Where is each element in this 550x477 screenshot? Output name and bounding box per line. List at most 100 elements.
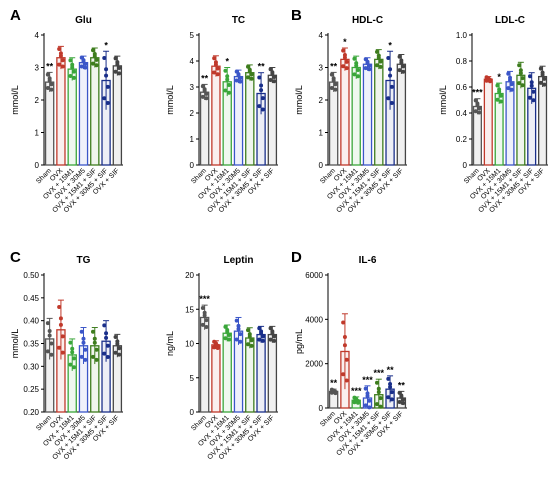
y-tick-label: 4 xyxy=(190,57,195,66)
data-point xyxy=(104,73,109,78)
data-point xyxy=(200,305,205,310)
y-tick-label: 0 xyxy=(319,404,324,413)
data-point xyxy=(204,324,209,329)
data-point xyxy=(234,78,239,83)
data-point xyxy=(497,89,502,94)
data-point xyxy=(105,84,110,89)
data-point xyxy=(249,76,254,81)
significance-label: ** xyxy=(330,378,338,388)
data-point xyxy=(212,70,217,75)
data-point xyxy=(356,400,361,405)
data-point xyxy=(238,339,243,344)
bar-1 xyxy=(472,105,482,166)
chart-title: TG xyxy=(77,255,91,266)
data-point xyxy=(115,62,120,67)
data-point xyxy=(270,72,275,77)
significance-label: *** xyxy=(362,375,373,385)
data-point xyxy=(272,338,277,343)
data-point xyxy=(378,59,383,64)
data-point xyxy=(506,71,511,76)
data-point xyxy=(257,104,262,109)
data-point xyxy=(365,394,370,399)
y-tick-label: 0.2 xyxy=(456,135,468,144)
data-point xyxy=(72,356,77,361)
bar-3 xyxy=(222,332,232,413)
data-point xyxy=(204,96,209,101)
data-point xyxy=(517,63,522,68)
data-point xyxy=(117,352,122,357)
y-tick-label: 20 xyxy=(185,271,194,280)
data-point xyxy=(247,334,252,339)
data-point xyxy=(498,93,503,98)
bar-5 xyxy=(90,57,100,166)
data-point xyxy=(245,342,250,347)
data-point xyxy=(223,88,228,93)
y-tick-label: 1.0 xyxy=(456,31,468,40)
data-point xyxy=(213,342,218,347)
data-point xyxy=(68,362,73,367)
data-point xyxy=(238,79,243,84)
data-point xyxy=(245,64,250,69)
data-point xyxy=(367,67,372,72)
significance-label: *** xyxy=(472,88,483,98)
data-point xyxy=(356,74,361,79)
data-point xyxy=(374,402,379,407)
data-point xyxy=(117,66,122,71)
significance-label: * xyxy=(497,72,501,82)
y-tick-label: 3 xyxy=(319,64,324,73)
data-point xyxy=(331,78,336,83)
data-point xyxy=(517,81,522,86)
significance-label: ** xyxy=(387,365,395,375)
bar-2 xyxy=(483,78,493,166)
data-point xyxy=(102,55,107,60)
data-point xyxy=(92,336,97,341)
chart-title: IL-6 xyxy=(359,255,377,266)
data-point xyxy=(83,357,88,362)
panel-letter: A xyxy=(10,7,21,24)
data-point xyxy=(79,354,84,359)
data-point xyxy=(388,67,393,72)
data-point xyxy=(47,333,52,338)
data-point xyxy=(259,88,264,93)
data-point xyxy=(81,336,86,341)
y-tick-label: 0.45 xyxy=(23,294,39,303)
y-tick-label: 2 xyxy=(190,109,195,118)
data-point xyxy=(386,55,391,60)
data-point xyxy=(104,67,109,72)
data-point xyxy=(68,340,73,345)
data-point xyxy=(397,400,402,405)
data-point xyxy=(388,73,393,78)
y-tick-label: 0.6 xyxy=(456,83,468,92)
y-axis-label: mmol/L xyxy=(438,85,448,115)
bar-4 xyxy=(233,75,244,166)
data-point xyxy=(540,72,545,77)
y-axis-label: pg/mL xyxy=(294,329,304,354)
data-point xyxy=(238,332,243,337)
y-tick-label: 0 xyxy=(463,161,468,170)
data-point xyxy=(113,69,118,74)
data-point xyxy=(70,65,75,70)
data-point xyxy=(268,67,273,72)
data-point xyxy=(249,338,254,343)
data-point xyxy=(473,109,478,114)
significance-label: * xyxy=(225,57,229,67)
data-point xyxy=(341,64,346,69)
data-point xyxy=(105,355,110,360)
data-point xyxy=(57,304,62,309)
data-point xyxy=(374,49,379,54)
data-point xyxy=(223,336,228,341)
data-point xyxy=(45,349,50,354)
data-point xyxy=(386,376,391,381)
data-point xyxy=(399,60,404,65)
bar-7 xyxy=(538,75,548,166)
chart-panel-ldl-c: LDL-Cmmol/L00.20.40.60.81.0***ShamOVX*OV… xyxy=(438,15,548,214)
data-point xyxy=(58,53,63,58)
data-point xyxy=(518,68,523,73)
data-point xyxy=(354,63,359,68)
data-point xyxy=(520,83,525,88)
data-point xyxy=(58,322,63,327)
data-point xyxy=(215,346,220,351)
y-axis-label: mmol/L xyxy=(10,329,20,359)
data-point xyxy=(260,107,265,112)
